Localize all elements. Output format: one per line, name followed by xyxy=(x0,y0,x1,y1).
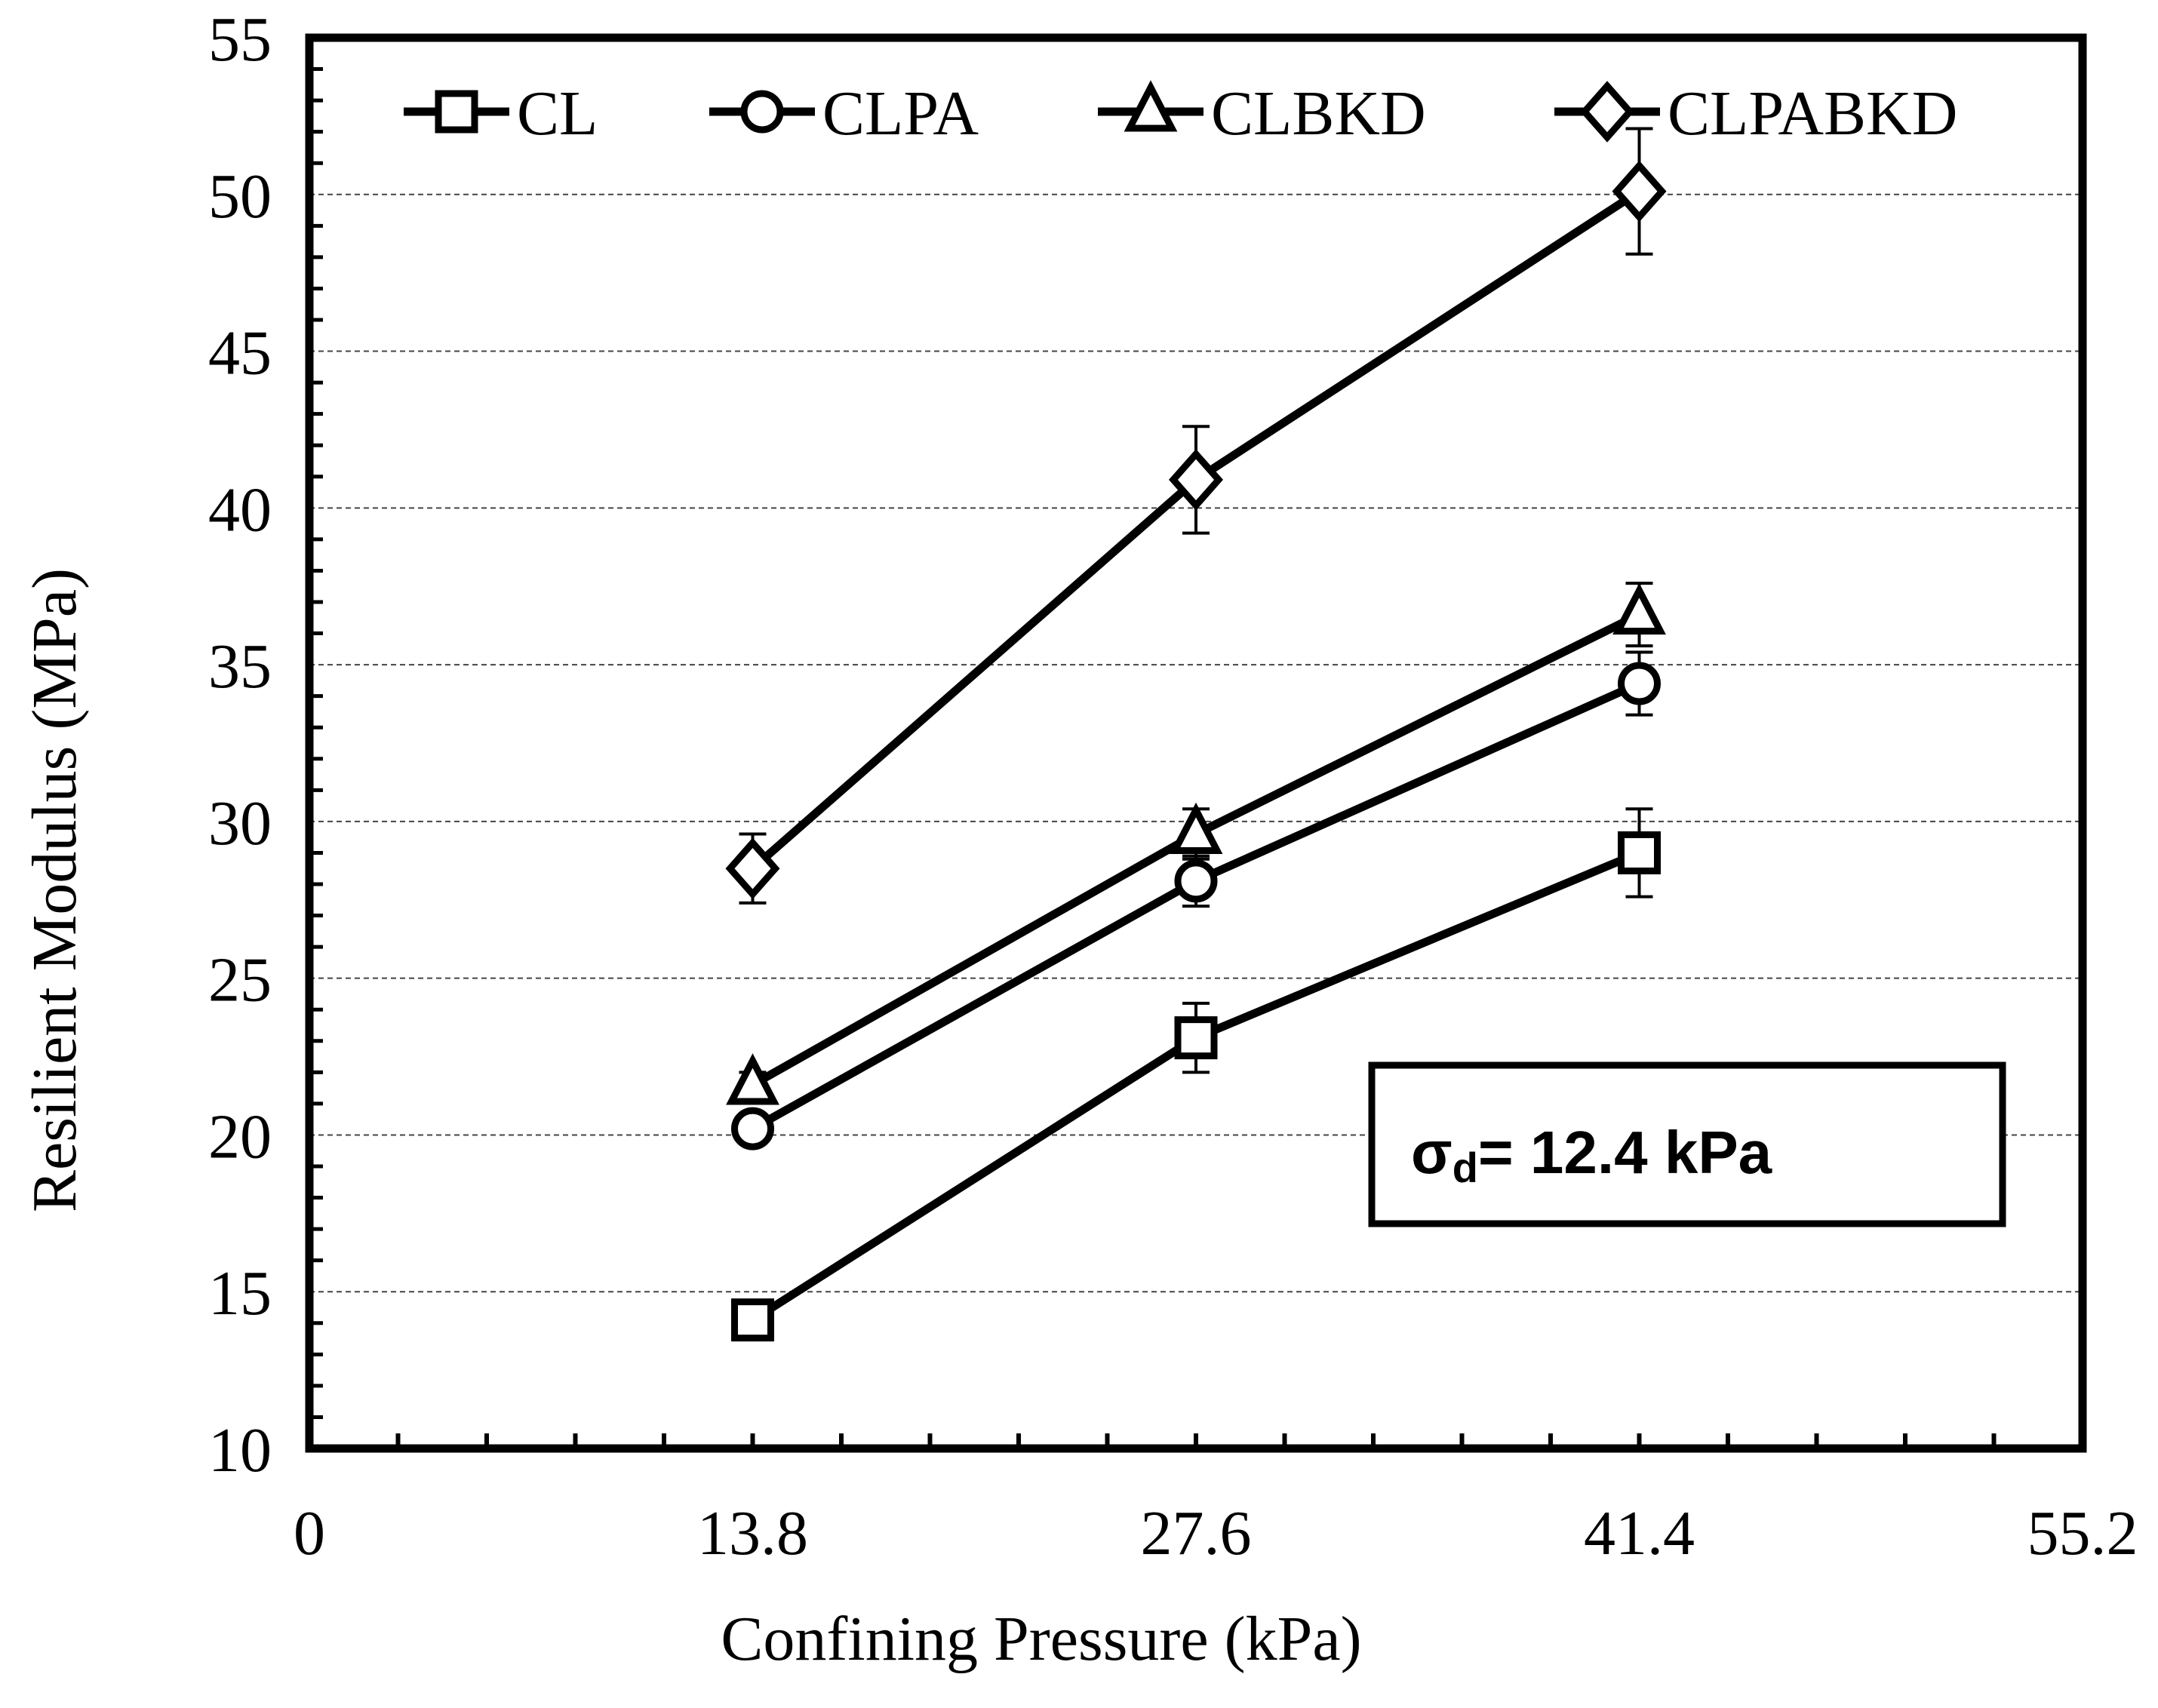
y-axis-title: Resilient Modulus (MPa) xyxy=(20,568,90,1212)
annotation-subscript: d xyxy=(1452,1144,1478,1191)
legend-label: CLBKD xyxy=(1211,78,1426,149)
data-point xyxy=(1168,449,1224,511)
legend-item-clbkd: CLBKD xyxy=(1098,78,1426,149)
legend-marker xyxy=(740,90,784,134)
y-tick-label: 15 xyxy=(208,1258,272,1329)
y-tick-label: 25 xyxy=(208,945,272,1015)
data-point xyxy=(725,837,780,900)
series-layer xyxy=(725,127,1667,1342)
annotation-prefix: σ xyxy=(1411,1119,1452,1186)
data-point xyxy=(1612,582,1666,635)
legend-label: CL xyxy=(517,78,598,149)
annotation-text: σd= 12.4 kPa xyxy=(1411,1119,1772,1191)
plot-frame xyxy=(305,33,2087,1453)
data-point xyxy=(1174,1016,1218,1060)
data-point xyxy=(731,1107,774,1150)
y-tick-label: 35 xyxy=(208,631,272,702)
x-tick-label: 0 xyxy=(294,1498,325,1568)
y-tick-label: 45 xyxy=(208,318,272,389)
y-tick-label: 10 xyxy=(208,1415,272,1485)
data-point xyxy=(731,1298,774,1342)
legend-marker xyxy=(435,90,478,134)
x-tick-label: 41.4 xyxy=(1584,1498,1695,1568)
legend-label: CLPA xyxy=(822,78,979,149)
annotation-value: = 12.4 kPa xyxy=(1478,1119,1772,1186)
data-point xyxy=(726,1053,779,1105)
y-tick-label: 20 xyxy=(208,1101,272,1172)
y-tick-label: 55 xyxy=(208,5,272,75)
data-point xyxy=(1618,831,1661,874)
y-tick-label: 30 xyxy=(208,788,272,859)
legend-item-cl: CL xyxy=(404,78,598,149)
y-tick-labels: 10 15 20 25 30 35 40 45 50 55 xyxy=(208,5,272,1485)
legend-item-clpa: CLPA xyxy=(709,78,979,149)
data-point xyxy=(1612,160,1667,223)
legend-item-clpabkd: CLPABKD xyxy=(1554,78,1957,149)
data-point xyxy=(1169,802,1223,855)
x-tick-label: 27.6 xyxy=(1141,1498,1252,1568)
y-tick-label: 40 xyxy=(208,475,272,545)
axis-ticks xyxy=(309,67,1997,1448)
annotation-frame xyxy=(1368,1061,2006,1227)
annotation-box: σd= 12.4 kPa xyxy=(1368,1061,2006,1227)
y-tick-label: 50 xyxy=(208,161,272,232)
x-tick-label: 55.2 xyxy=(2027,1498,2138,1568)
series-clpabkd xyxy=(725,127,1667,905)
data-point xyxy=(1618,662,1661,705)
legend-label: CLPABKD xyxy=(1668,78,1957,149)
legend-marker xyxy=(1579,81,1635,143)
legend-marker xyxy=(1124,80,1178,132)
x-axis-title: Confining Pressure (kPa) xyxy=(721,1604,1361,1674)
series-clbkd xyxy=(726,582,1666,1105)
data-point xyxy=(1174,859,1218,903)
series-cl xyxy=(731,807,1661,1342)
legend: CL CLPA CLBKD CLPABKD xyxy=(404,78,1957,149)
series-clpa xyxy=(731,650,1661,1150)
x-tick-labels: 0 13.8 27.6 41.4 55.2 xyxy=(294,1498,2138,1568)
x-tick-label: 13.8 xyxy=(697,1498,808,1568)
